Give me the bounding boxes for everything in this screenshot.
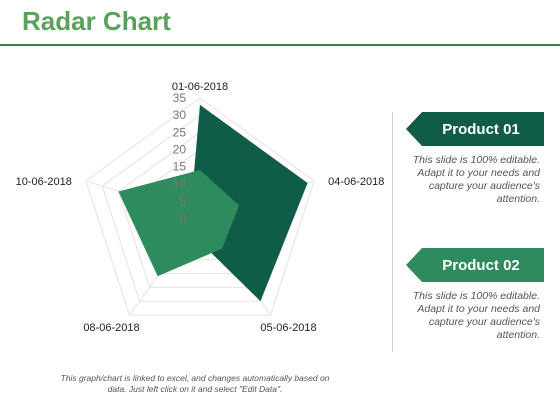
- legend-divider: [392, 112, 393, 352]
- legend-product-01: Product 01 This slide is 100% editable. …: [400, 112, 550, 206]
- footer-note: This graph/chart is linked to excel, and…: [60, 373, 330, 394]
- title-divider: [0, 44, 560, 46]
- tick-label-0: 0: [179, 211, 186, 225]
- tick-label-35: 35: [173, 91, 187, 105]
- axis-label-1: 04-06-2018: [328, 176, 384, 188]
- series-area-2: [118, 170, 240, 277]
- axis-label-2: 05-06-2018: [260, 322, 316, 334]
- legend-description-product-02: This slide is 100% editable. Adapt it to…: [412, 290, 540, 341]
- axis-label-0: 01-06-2018: [172, 81, 228, 93]
- legend-description-product-01: This slide is 100% editable. Adapt it to…: [412, 154, 540, 205]
- tick-label-25: 25: [173, 125, 187, 139]
- axis-label-4: 10-06-2018: [16, 176, 72, 188]
- legend-product-02: Product 02 This slide is 100% editable. …: [400, 248, 550, 342]
- tick-label-5: 5: [179, 194, 186, 208]
- tick-label-20: 20: [173, 142, 187, 156]
- legend-tag-product-02: Product 02: [406, 248, 544, 282]
- page-title: Radar Chart: [22, 6, 171, 36]
- tick-label-30: 30: [173, 108, 187, 122]
- grid-ring-35: [85, 97, 315, 316]
- tick-label-15: 15: [173, 160, 187, 174]
- axis-label-3: 08-06-2018: [83, 322, 139, 334]
- series-area-1: [189, 104, 308, 302]
- tick-label-10: 10: [173, 177, 187, 191]
- legend-tag-product-01: Product 01: [406, 112, 544, 146]
